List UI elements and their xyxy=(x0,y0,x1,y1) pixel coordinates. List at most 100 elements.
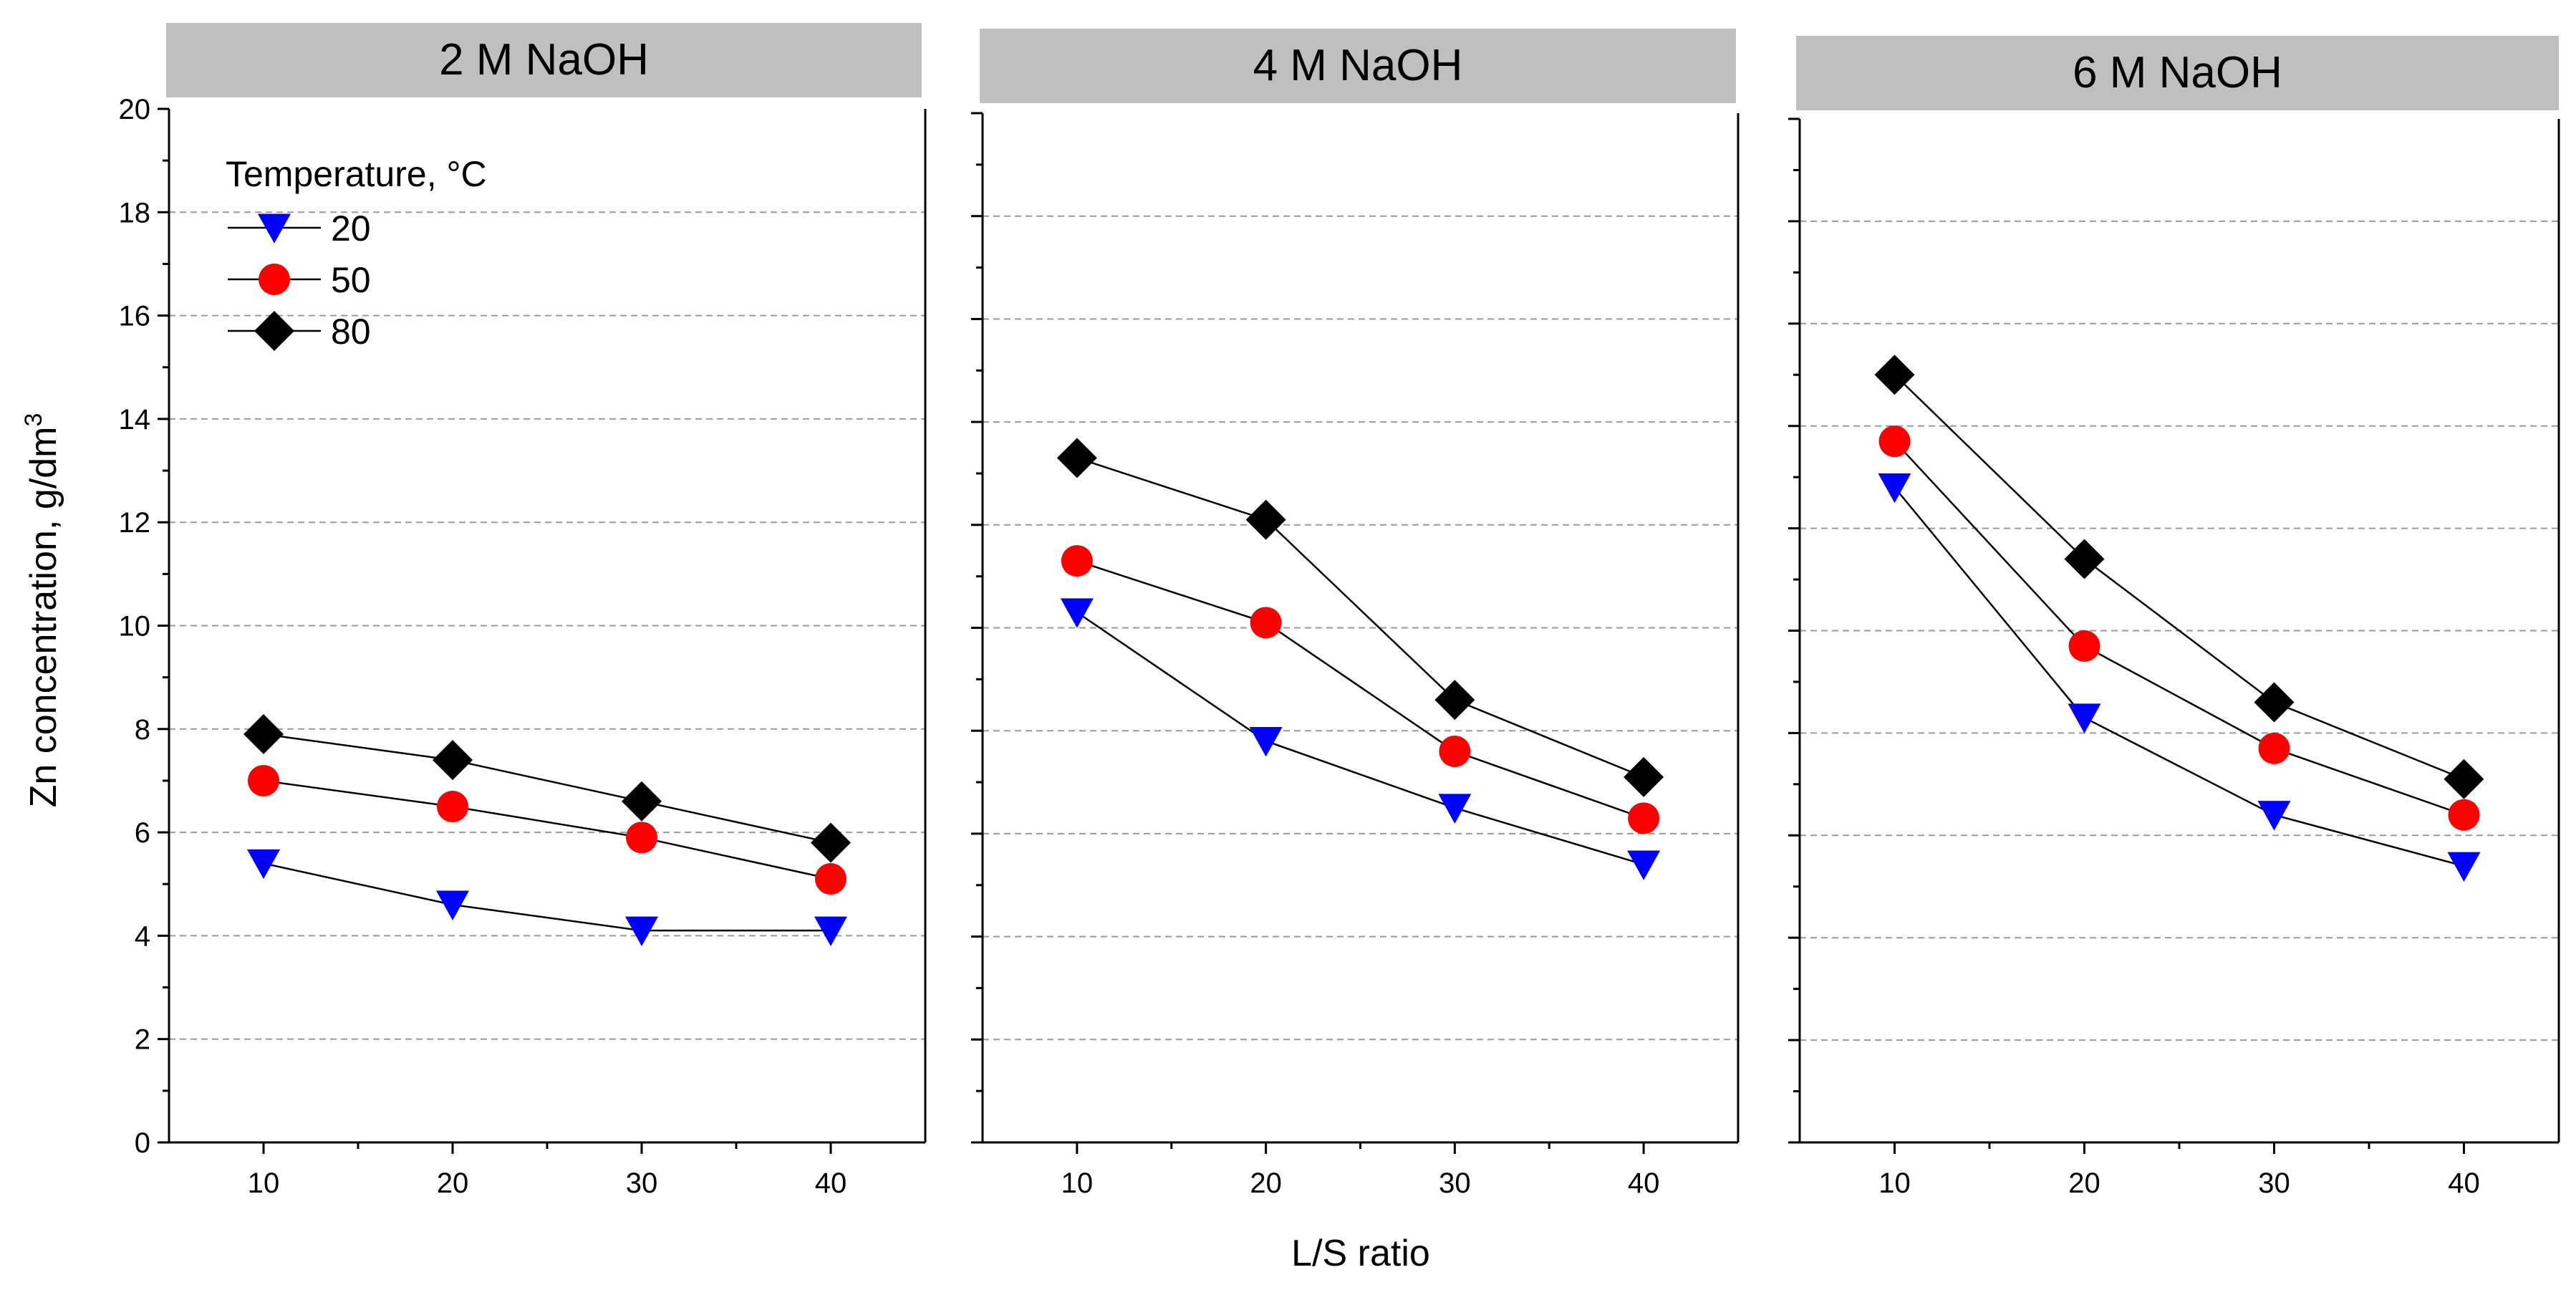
series-line xyxy=(263,733,831,844)
data-point xyxy=(1245,499,1286,540)
x-tick-label: 20 xyxy=(437,1168,469,1199)
data-point xyxy=(1628,802,1660,834)
x-axis-title: L/S ratio xyxy=(1291,1233,1430,1274)
data-point xyxy=(1250,607,1282,639)
y-tick-label: 10 xyxy=(119,611,151,642)
series-50 xyxy=(1061,545,1660,834)
panel-title-band xyxy=(1796,36,2559,110)
data-point xyxy=(1061,545,1093,577)
y-tick-label: 2 xyxy=(135,1024,150,1056)
series-line xyxy=(1076,457,1644,779)
series-line xyxy=(1894,374,2464,780)
data-point xyxy=(1060,598,1094,628)
data-point xyxy=(2257,801,2291,831)
data-point xyxy=(243,714,284,755)
data-point xyxy=(815,863,846,895)
y-tick-label: 16 xyxy=(119,301,151,332)
y-tick-label: 0 xyxy=(135,1127,150,1159)
y-axis-title-superscript: 3 xyxy=(20,413,47,427)
y-tick-label: 20 xyxy=(119,94,151,125)
x-tick-label: 40 xyxy=(1628,1168,1660,1199)
data-point xyxy=(436,890,469,920)
data-point xyxy=(1624,756,1664,797)
data-point xyxy=(814,916,847,947)
x-tick-label: 30 xyxy=(1439,1168,1471,1199)
x-tick-label: 10 xyxy=(1878,1168,1911,1199)
data-point xyxy=(2068,703,2101,733)
y-tick-label: 8 xyxy=(135,714,150,746)
data-point xyxy=(626,822,657,854)
data-point xyxy=(625,916,658,947)
data-point xyxy=(1438,794,1472,824)
data-point xyxy=(247,849,280,880)
panel-title-band xyxy=(980,29,1736,103)
y-axis-title-text: Zn concentration, g/dm xyxy=(23,427,64,808)
legend-marker xyxy=(259,264,290,295)
data-point xyxy=(1439,735,1471,767)
data-point xyxy=(1249,727,1283,757)
data-point xyxy=(811,822,851,863)
data-point xyxy=(1878,425,1911,458)
legend-title: Temperature, °C xyxy=(226,154,487,194)
x-tick-label: 20 xyxy=(1250,1168,1282,1199)
legend-marker xyxy=(258,213,291,244)
series-80 xyxy=(1874,355,2484,799)
data-point xyxy=(2444,759,2484,799)
panel-1: 2 M NaOH 0 2 4 6 8 10 12 14 16 18 20 10 20 30 40 xyxy=(119,23,927,1199)
data-point xyxy=(437,791,468,823)
x-tick-label: 20 xyxy=(2068,1168,2100,1199)
legend: Temperature, °C 20 50 80 xyxy=(226,154,487,352)
data-point xyxy=(1874,355,1915,395)
data-point xyxy=(1627,850,1661,880)
series-20 xyxy=(247,849,847,947)
x-tick-label: 40 xyxy=(2448,1168,2480,1199)
y-axis-title: Zn concentration, g/dm3 xyxy=(20,413,64,808)
data-point xyxy=(248,764,279,796)
data-point xyxy=(1434,680,1475,721)
y-tick-label: 6 xyxy=(135,817,150,849)
series-line xyxy=(1076,559,1644,819)
series-50 xyxy=(248,764,846,895)
panel-title-band xyxy=(166,23,922,97)
data-point xyxy=(2447,852,2481,882)
legend-label: 50 xyxy=(331,260,371,300)
series-line xyxy=(1894,486,2464,867)
data-point xyxy=(2254,682,2295,723)
series-80 xyxy=(243,714,851,863)
panel-3: 6 M NaOH 10 20 30 40 xyxy=(1788,36,2560,1199)
data-point xyxy=(1056,438,1097,478)
legend-label: 80 xyxy=(331,312,371,352)
data-point xyxy=(622,781,662,822)
x-tick-label: 30 xyxy=(626,1168,658,1199)
series-20 xyxy=(1878,473,2481,882)
x-tick-label: 10 xyxy=(248,1168,280,1199)
data-point xyxy=(2258,732,2290,764)
data-point xyxy=(1878,473,1911,504)
chart-panels: 2 M NaOH 0 2 4 6 8 10 12 14 16 18 20 10 20 30 40 4 M NaO… xyxy=(119,23,2560,1199)
series-20 xyxy=(1060,598,1661,880)
series-line xyxy=(1076,611,1644,866)
y-tick-label: 4 xyxy=(135,920,150,952)
series-line xyxy=(263,779,831,880)
y-tick-label: 14 xyxy=(119,404,151,435)
panel-title: 4 M NaOH xyxy=(1253,41,1463,90)
data-point xyxy=(433,740,473,781)
panel-title: 6 M NaOH xyxy=(2073,48,2282,97)
series-line xyxy=(1894,441,2464,816)
data-point xyxy=(2448,799,2480,831)
data-point xyxy=(2064,539,2105,579)
axis-titles: Zn concentration, g/dm3 L/S ratio xyxy=(20,413,1430,1274)
panel-title: 2 M NaOH xyxy=(439,35,649,85)
series-80 xyxy=(1056,438,1664,797)
panel-2: 4 M NaOH 10 20 30 40 xyxy=(971,29,1740,1199)
y-tick-label: 12 xyxy=(119,507,151,539)
y-tick-label: 18 xyxy=(119,197,151,228)
x-tick-label: 40 xyxy=(815,1168,847,1199)
series-50 xyxy=(1878,425,2480,831)
x-tick-label: 30 xyxy=(2258,1168,2290,1199)
legend-marker xyxy=(254,311,294,351)
legend-label: 20 xyxy=(331,208,371,249)
series-line xyxy=(263,862,831,932)
data-point xyxy=(2068,630,2100,662)
